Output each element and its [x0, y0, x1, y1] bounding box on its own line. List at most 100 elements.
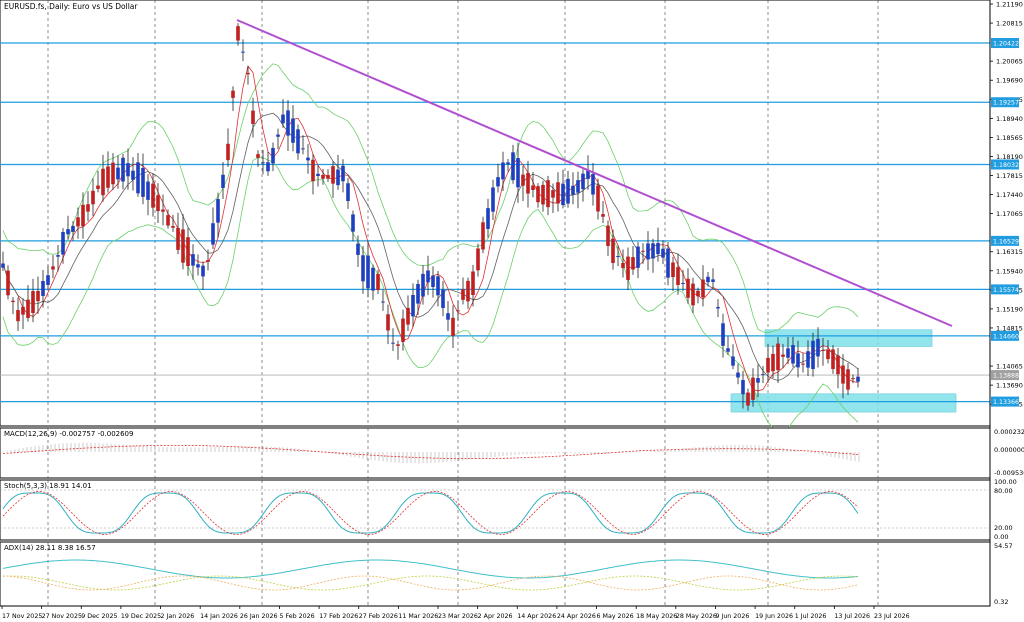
- candle-bear: [51, 266, 55, 270]
- candle-bull: [636, 246, 640, 268]
- candle-bear: [91, 190, 95, 205]
- candle-bear: [766, 357, 770, 373]
- candle-bear: [311, 159, 315, 182]
- candle-bull: [336, 169, 340, 186]
- support-zone[interactable]: [730, 393, 957, 413]
- time-tick-label: 23 Mar 2026: [438, 613, 478, 620]
- candle-bear: [31, 291, 35, 313]
- price-axis[interactable]: 1.211901.208151.200651.196901.193151.189…: [989, 0, 1023, 606]
- candle-bear: [831, 349, 835, 370]
- candle-bear: [11, 300, 15, 303]
- candle-bull: [441, 289, 445, 308]
- macd-panel[interactable]: MACD(12,26,9) -0.002757 -0.002609 0.0002…: [0, 427, 1024, 479]
- time-tick-label: 14 Jan 2026: [200, 613, 238, 620]
- time-tick-label: 19 Dec 2025: [121, 613, 161, 620]
- adx-panel[interactable]: ADX(14) 28.11 8.38 16.57 54.57 0.32: [0, 541, 1013, 607]
- candle-bear: [81, 204, 85, 227]
- candle-bear: [376, 273, 380, 291]
- candle-bear: [556, 182, 560, 204]
- price-tick-label: 1.13690: [996, 382, 1023, 390]
- level-price-tag[interactable]: [991, 235, 1019, 246]
- candle-bear: [176, 227, 180, 250]
- candle-bull: [646, 243, 650, 260]
- support-resistance-zones[interactable]: [730, 329, 957, 413]
- candle-bull: [486, 208, 490, 229]
- candle-bear: [621, 262, 625, 269]
- candlesticks: [1, 23, 860, 411]
- candle-bull: [281, 114, 285, 124]
- level-price-tag[interactable]: [991, 370, 1019, 381]
- candle-bull: [856, 376, 860, 382]
- macd-label: MACD(12,26,9) -0.002757 -0.002609: [4, 430, 133, 438]
- price-tick-label: 1.19690: [996, 77, 1023, 85]
- resistance-zone[interactable]: [764, 329, 933, 347]
- level-price-tag[interactable]: [991, 38, 1019, 49]
- candle-bull: [651, 243, 655, 259]
- candle-bull: [806, 351, 810, 368]
- horizontal-levels[interactable]: [0, 42, 990, 403]
- candle-bull: [41, 281, 45, 296]
- adx-label: ADX(14) 28.11 8.38 16.57: [4, 544, 96, 552]
- candle-bull: [391, 342, 395, 344]
- level-price-tag[interactable]: [991, 396, 1019, 407]
- stochastic-label: Stoch(5,3,3) 18.91 14.01: [4, 482, 92, 490]
- candle-bear: [771, 353, 775, 372]
- candle-bear: [606, 225, 610, 246]
- candle-bear: [826, 349, 830, 360]
- candle-bear: [541, 184, 545, 205]
- stochastic-axis-100: 100.00: [994, 478, 1017, 486]
- candle-bear: [86, 204, 90, 212]
- candle-bull: [131, 170, 135, 180]
- candle-bear: [101, 168, 105, 196]
- price-panel[interactable]: EURUSD.fs, Daily: Euro vs US Dollar: [0, 0, 991, 433]
- candle-bear: [156, 195, 160, 212]
- candle-bull: [501, 162, 505, 180]
- stochastic-panel[interactable]: Stoch(5,3,3) 18.91 14.01 100.00 80.00 20…: [0, 478, 1017, 541]
- price-tick-label: 1.18190: [996, 153, 1023, 161]
- candle-bull: [196, 264, 200, 268]
- candle-bear: [821, 349, 825, 351]
- candle-bear: [406, 307, 410, 325]
- candle-bull: [341, 165, 345, 182]
- candle-bear: [106, 166, 110, 188]
- candle-bull: [286, 110, 290, 136]
- price-tick-label: 1.16315: [996, 248, 1023, 256]
- candle-bull: [66, 229, 70, 235]
- candle-bear: [671, 262, 675, 278]
- level-price-tag[interactable]: [991, 159, 1019, 170]
- price-tick-label: 1.18940: [996, 115, 1023, 123]
- candle-bear: [386, 314, 390, 331]
- candle-bear: [481, 222, 485, 250]
- candle-bull: [616, 256, 620, 258]
- fast-ma-line: [2, 65, 859, 392]
- candle-bear: [6, 270, 10, 296]
- candle-bull: [136, 162, 140, 194]
- candle-bull: [356, 243, 360, 255]
- upper-band-line: [2, 63, 859, 334]
- level-price-tag[interactable]: [991, 284, 1019, 295]
- candle-bull: [786, 348, 790, 358]
- candle-bull: [581, 173, 585, 190]
- candle-bull: [366, 255, 370, 289]
- candle-bull: [271, 147, 275, 164]
- candle-bear: [691, 283, 695, 306]
- level-price-tag[interactable]: [991, 330, 1019, 341]
- time-axis[interactable]: 17 Nov 2025 27 Nov 2025 9 Dec 2025 19 Dec 2…: [1, 606, 910, 620]
- stochastic-axis-20: 20.00: [994, 524, 1013, 532]
- candle-bear: [701, 279, 705, 298]
- trendline[interactable]: [236, 19, 953, 327]
- candle-bull: [576, 180, 580, 193]
- candle-bull: [436, 276, 440, 296]
- level-price-tag[interactable]: [991, 97, 1019, 108]
- level-price-tag-label: 1.13366: [993, 399, 1019, 406]
- candle-bear: [21, 306, 25, 315]
- candle-bear: [746, 392, 750, 406]
- candle-bear: [631, 257, 635, 270]
- candle-bull: [141, 167, 145, 197]
- candle-bear: [676, 267, 680, 285]
- candle-bull: [56, 255, 60, 257]
- candle-bear: [401, 318, 405, 342]
- candle-bull: [416, 283, 420, 304]
